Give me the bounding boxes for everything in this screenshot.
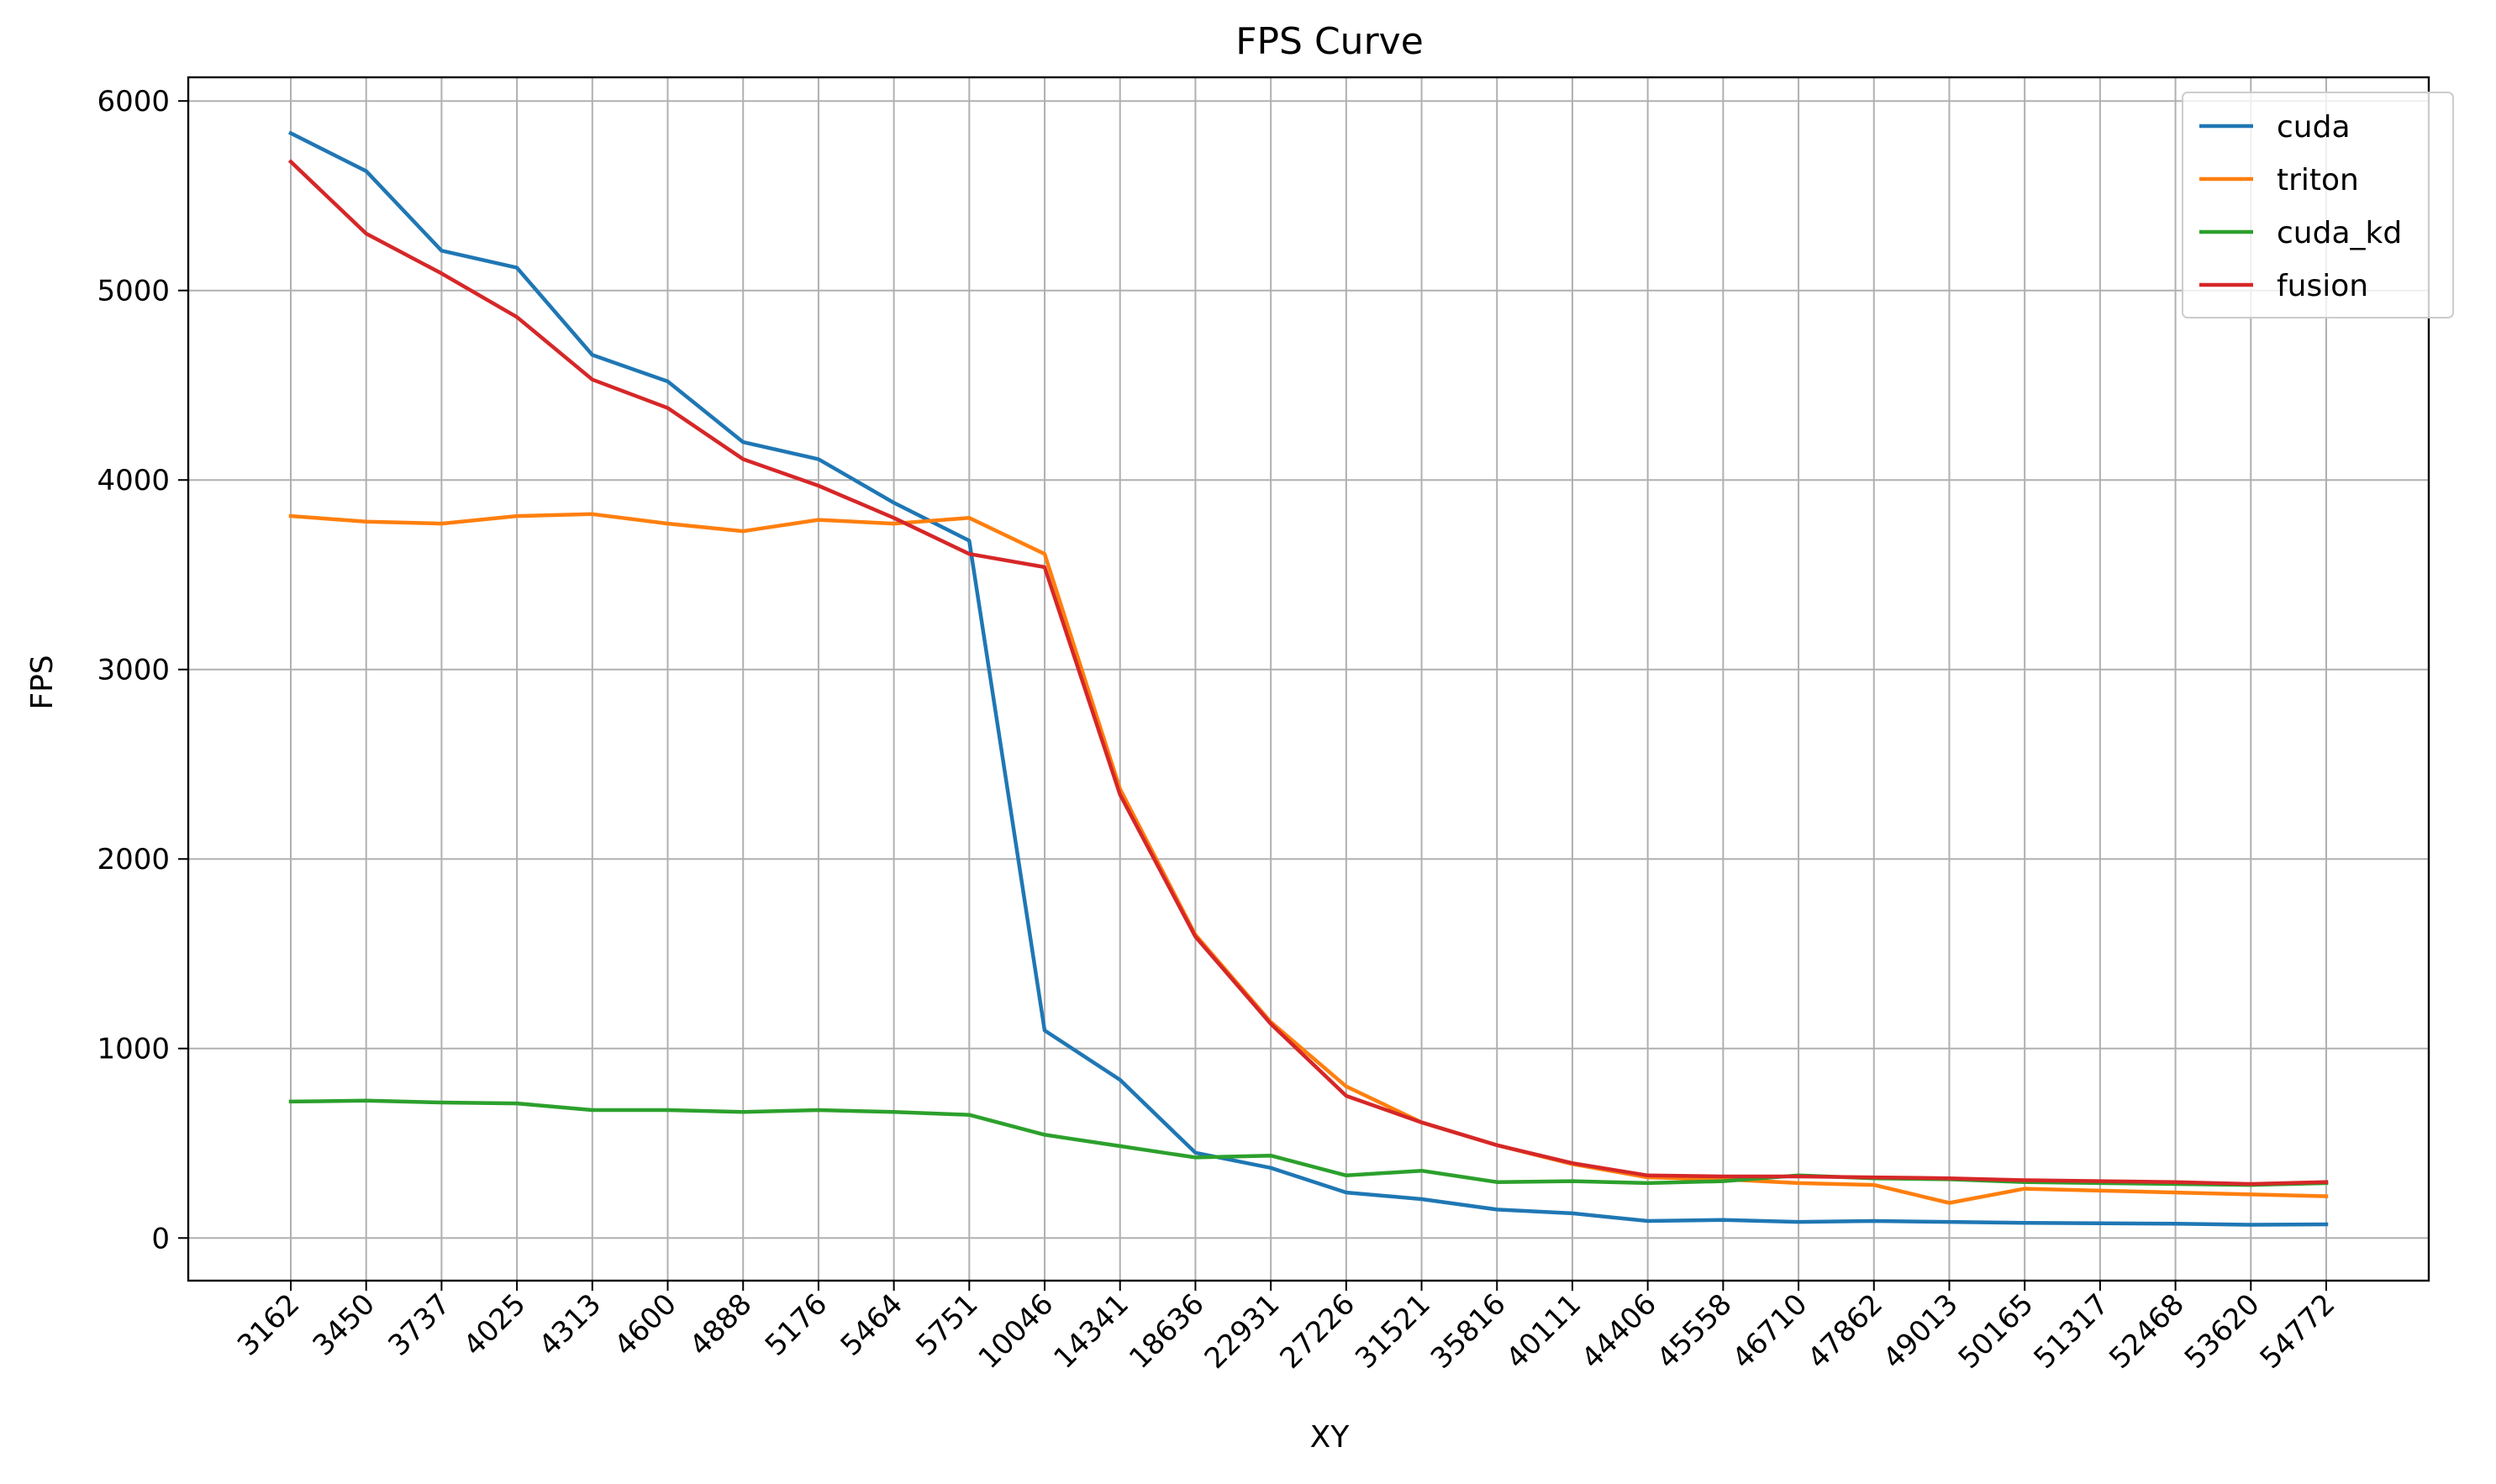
x-tick-label: 47862 <box>1801 1287 1889 1376</box>
series-lines <box>287 130 2329 1227</box>
x-axis-label: XY <box>1310 1420 1351 1455</box>
x-tick-label: 50165 <box>1952 1287 2041 1376</box>
legend-label: triton <box>2277 163 2359 197</box>
x-tick-label: 5464 <box>835 1287 909 1362</box>
y-tick-label: 0 <box>151 1222 170 1255</box>
plot-frame <box>187 76 2430 1282</box>
x-tick-label: 51317 <box>2027 1287 2115 1376</box>
legend-label: fusion <box>2277 269 2368 303</box>
chart-title: FPS Curve <box>1235 20 1424 63</box>
x-tick-label: 5176 <box>759 1287 834 1362</box>
x-tick-label: 40111 <box>1500 1287 1588 1376</box>
legend-label: cuda_kd <box>2277 216 2402 250</box>
x-tick-label: 53620 <box>2178 1287 2267 1376</box>
x-tick-label: 14341 <box>1047 1287 1135 1376</box>
legend-label: cuda <box>2277 110 2351 145</box>
y-tick-label: 3000 <box>97 654 170 687</box>
y-tick-label: 5000 <box>97 275 170 308</box>
x-tick-label: 4600 <box>608 1287 682 1362</box>
x-tick-label: 3162 <box>231 1287 306 1362</box>
x-tick-label: 4313 <box>533 1287 608 1362</box>
y-tick-label: 1000 <box>97 1033 170 1066</box>
x-tick-label: 54772 <box>2254 1287 2342 1376</box>
x-tick-label: 52468 <box>2103 1287 2191 1376</box>
x-tick-label: 18636 <box>1123 1287 1211 1376</box>
legend-box <box>2182 92 2454 318</box>
series-line-cuda <box>287 130 2329 1227</box>
x-tick-label: 49013 <box>1877 1287 1965 1376</box>
y-tick-label: 2000 <box>97 843 170 876</box>
x-tick-label: 10046 <box>972 1287 1061 1376</box>
x-tick-label: 31521 <box>1349 1287 1437 1376</box>
x-tick-label: 27226 <box>1273 1287 1361 1376</box>
x-tick-label: 35816 <box>1424 1287 1513 1376</box>
x-tick-label: 4888 <box>683 1287 758 1362</box>
series-line-cuda-kd <box>288 1098 2329 1187</box>
x-tick-label: 44406 <box>1575 1287 1663 1376</box>
y-tick-label: 4000 <box>97 464 170 497</box>
y-tick-label: 6000 <box>97 85 170 118</box>
grid <box>188 77 2429 1281</box>
x-tick-label: 46710 <box>1726 1287 1814 1376</box>
y-axis-label: FPS <box>25 655 60 709</box>
x-tick-label: 22931 <box>1198 1287 1287 1376</box>
x-tick-label: 3450 <box>307 1287 382 1362</box>
series-line-fusion <box>287 159 2329 1187</box>
x-tick-label: 3737 <box>382 1287 456 1362</box>
x-tick-label: 45558 <box>1651 1287 1739 1376</box>
series-line-triton <box>288 512 2329 1205</box>
x-tick-label: 4025 <box>457 1287 532 1362</box>
